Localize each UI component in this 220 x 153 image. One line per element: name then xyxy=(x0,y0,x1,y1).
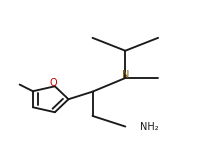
Text: O: O xyxy=(50,78,58,88)
Text: NH₂: NH₂ xyxy=(139,121,158,132)
Text: N: N xyxy=(122,70,129,80)
